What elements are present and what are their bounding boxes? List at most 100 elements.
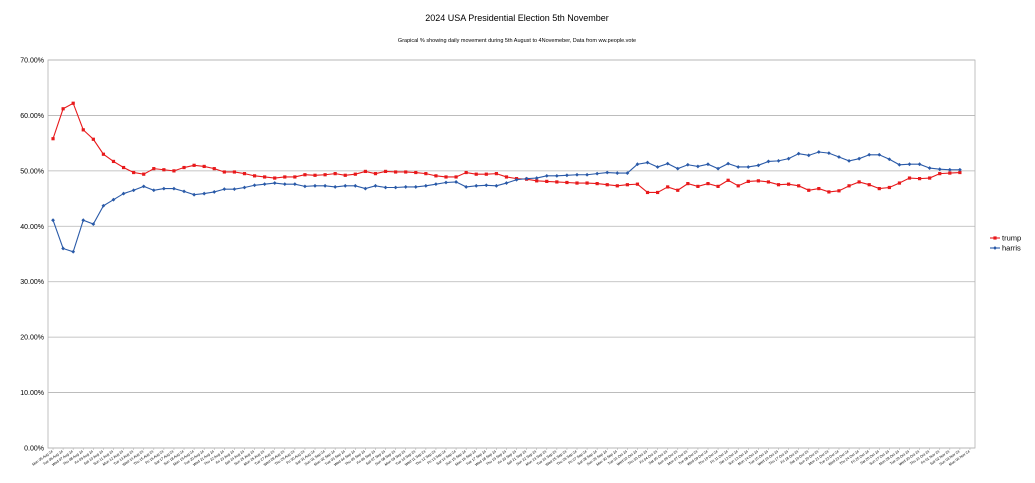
data-point-harris [796, 151, 801, 156]
data-point-trump [222, 170, 226, 174]
data-point-harris [595, 171, 600, 176]
data-point-trump [343, 173, 347, 177]
data-point-trump [726, 178, 730, 182]
data-point-harris [615, 171, 620, 175]
data-point-trump [182, 165, 186, 170]
data-point-trump [424, 172, 428, 176]
data-point-harris [665, 161, 670, 166]
y-tick-label: 40.00% [20, 224, 44, 231]
data-point-trump [756, 179, 760, 183]
data-point-harris [766, 159, 771, 164]
data-point-harris [444, 180, 448, 185]
data-point-trump [434, 174, 438, 178]
data-point-harris [353, 183, 358, 188]
data-point-trump [474, 172, 478, 176]
data-point-trump [565, 180, 569, 185]
data-point-trump [595, 182, 599, 186]
data-point-trump [454, 175, 458, 179]
data-point-harris [413, 185, 418, 189]
data-point-harris [81, 218, 86, 223]
legend-swatch-marker-trump [993, 236, 997, 240]
data-point-trump [817, 186, 821, 191]
data-point-trump [303, 173, 307, 177]
data-point-harris [272, 181, 277, 185]
data-point-trump [827, 190, 831, 194]
data-point-harris [625, 171, 630, 175]
data-point-trump [273, 176, 277, 180]
data-point-harris [252, 183, 257, 188]
data-point-trump [797, 184, 801, 188]
data-point-trump [958, 170, 962, 175]
data-point-harris [655, 165, 660, 169]
data-point-harris [957, 167, 962, 172]
series-harris [51, 150, 962, 254]
data-point-trump [615, 184, 619, 188]
data-point-harris [282, 182, 287, 187]
data-point-trump [746, 179, 750, 183]
data-point-trump [263, 175, 267, 179]
data-point-harris [323, 183, 327, 188]
data-point-harris [565, 173, 569, 178]
data-point-trump [383, 169, 388, 174]
data-point-trump [716, 184, 720, 188]
data-point-trump [242, 172, 247, 176]
data-point-trump [373, 172, 378, 176]
data-point-harris [847, 158, 851, 163]
data-point-harris [685, 162, 690, 167]
data-point-harris [131, 188, 136, 193]
data-point-trump [625, 183, 629, 187]
data-point-trump [635, 182, 640, 186]
data-point-trump [504, 175, 509, 179]
data-point-harris [383, 185, 388, 190]
data-point-harris [897, 162, 902, 167]
data-point-trump [333, 172, 337, 176]
data-point-harris [736, 165, 741, 169]
data-point-trump [232, 170, 237, 174]
data-point-harris [645, 160, 650, 165]
data-point-trump [152, 167, 156, 171]
data-point-harris [504, 181, 509, 185]
data-point-harris [716, 166, 720, 171]
data-point-trump [212, 167, 216, 171]
data-point-harris [806, 153, 811, 158]
data-point-harris [927, 166, 932, 170]
data-point-harris [675, 166, 680, 171]
data-point-harris [303, 184, 307, 189]
data-point-trump [837, 189, 841, 193]
data-point-harris [454, 180, 458, 184]
data-point-harris [484, 183, 489, 188]
data-point-trump [736, 184, 740, 188]
data-point-trump [363, 169, 367, 174]
data-point-harris [363, 186, 368, 191]
data-point-trump [404, 170, 408, 174]
data-point-trump [857, 180, 861, 184]
data-point-trump [444, 175, 448, 179]
data-point-trump [686, 182, 690, 186]
data-point-harris [222, 187, 227, 192]
data-point-harris [141, 184, 146, 189]
data-point-harris [202, 191, 207, 196]
data-point-harris [837, 155, 841, 159]
data-point-harris [605, 170, 610, 175]
data-point-trump [897, 181, 902, 185]
data-point-harris [61, 246, 66, 251]
data-point-harris [937, 167, 942, 172]
data-point-harris [242, 185, 247, 190]
data-point-harris [575, 172, 579, 177]
data-point-harris [232, 187, 237, 192]
data-point-harris [161, 186, 166, 191]
data-point-harris [121, 191, 126, 196]
data-point-harris [262, 182, 267, 187]
data-point-harris [554, 173, 559, 178]
data-point-trump [786, 182, 791, 186]
plot-area [47, 59, 976, 449]
data-point-harris [343, 183, 348, 188]
data-point-harris [464, 185, 469, 189]
data-point-harris [494, 183, 499, 188]
data-point-trump [132, 170, 136, 175]
data-point-trump [494, 172, 498, 176]
data-point-harris [917, 162, 922, 167]
data-point-harris [706, 162, 710, 167]
data-point-trump [907, 176, 912, 180]
